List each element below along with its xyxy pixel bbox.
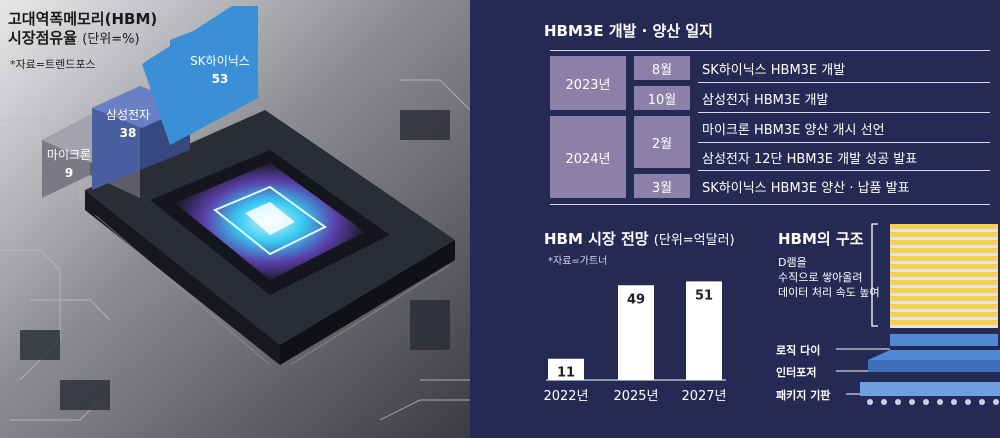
timeline-year-2024: 2024년 — [550, 116, 626, 198]
structure-desc-line3: 데이터 처리 속도 높여 — [778, 286, 880, 299]
dram-layer — [890, 320, 998, 325]
structure-desc-line1: D램을 — [778, 256, 807, 269]
dram-layer-separator — [890, 261, 998, 264]
forecast-bar-chart: 11 49 51 2022년 2025년 2027년 — [543, 281, 727, 404]
timeline-month-oct: 10월 — [634, 86, 690, 110]
timeline-month-feb: 2월 — [634, 116, 690, 168]
dram-layer — [890, 232, 998, 237]
timeline-event-1: SK하이닉스 HBM3E 개발 — [702, 63, 846, 78]
forecast-title-text: HBM 시장 전망 — [544, 230, 649, 248]
dram-layer-separator — [890, 229, 998, 232]
timeline-row-divider — [698, 142, 990, 143]
dram-layer-separator — [890, 237, 998, 240]
timeline-row-divider — [698, 82, 990, 83]
timeline-year-2023: 2023년 — [550, 56, 626, 110]
share-value-skhynix: 53 — [211, 72, 229, 86]
timeline-divider — [550, 204, 990, 205]
dram-stack — [890, 224, 998, 328]
dram-layer-separator — [890, 269, 998, 272]
forecast-ticks: 2022년 2025년 2027년 — [543, 389, 726, 404]
dram-layer — [890, 264, 998, 269]
forecast-tick-label-2: 2025년 — [613, 389, 658, 404]
market-share-title-line1: 고대역폭메모리(HBM) — [8, 10, 158, 28]
share-label-micron: 마이크론 9 — [44, 146, 94, 182]
dram-layer — [890, 256, 998, 261]
dram-bracket — [871, 223, 878, 327]
dram-layer-separator — [890, 325, 998, 328]
share-company-skhynix: SK하이닉스 — [190, 54, 250, 68]
dram-layer — [890, 224, 998, 229]
layer-leader-lines — [836, 348, 890, 395]
structure-desc-line2: 수직으로 쌓아올려 — [778, 271, 863, 284]
forecast-value-label-2: 49 — [627, 292, 645, 307]
layer-label-logic-die: 로직 다이 — [776, 344, 821, 357]
dram-layer — [890, 272, 998, 277]
share-company-samsung: 삼성전자 — [105, 108, 151, 122]
timeline-divider — [550, 50, 990, 51]
forecast-tick-label-3: 2027년 — [681, 389, 726, 404]
timeline-row-divider — [698, 112, 990, 113]
market-share-title: 고대역폭메모리(HBM) 시장점유율 (단위=%) — [8, 10, 157, 49]
timeline-title: HBM3E 개발 · 양산 일지 — [544, 22, 713, 40]
timeline-event-2: 삼성전자 HBM3E 개발 — [702, 93, 829, 108]
market-share-source: *자료=트렌드포스 — [10, 58, 96, 71]
dram-layer — [890, 240, 998, 245]
dram-layer — [890, 280, 998, 285]
timeline-event-5: SK하이닉스 HBM3E 양산 · 납품 발표 — [702, 181, 910, 196]
share-value-samsung: 38 — [119, 126, 137, 140]
structure-title: HBM의 구조 — [778, 230, 864, 248]
forecast-title: HBM 시장 전망 (단위=억달러) — [544, 228, 735, 249]
forecast-bar-2 — [618, 285, 654, 380]
timeline-event-3: 마이크론 HBM3E 양산 개시 선언 — [702, 123, 885, 138]
forecast-tick-label-1: 2022년 — [543, 389, 588, 404]
timeline-month-aug: 8월 — [634, 56, 690, 80]
forecast-bars: 11 49 51 — [548, 281, 722, 381]
share-company-micron: 마이크론 — [46, 148, 92, 162]
dram-layer-separator — [890, 317, 998, 320]
dram-layer-separator — [890, 309, 998, 312]
dram-layer — [890, 248, 998, 253]
forecast-value-label-1: 11 — [557, 366, 575, 381]
timeline-month-mar: 3월 — [634, 174, 690, 198]
market-share-subtitle: 시장점유율 — [8, 29, 78, 47]
info-panel: HBM3E 개발 · 양산 일지 2023년 2024년 8월 10월 2월 3… — [470, 0, 1000, 438]
dram-layer — [890, 296, 998, 301]
timeline-event-4: 삼성전자 12단 HBM3E 개발 성공 발표 — [702, 152, 918, 167]
forecast-bar-3 — [686, 281, 722, 380]
forecast-bar-1 — [548, 358, 584, 380]
market-share-title-line2: 시장점유율 (단위=%) — [8, 29, 157, 49]
structure-description: D램을 수직으로 쌓아올려 데이터 처리 속도 높여 — [778, 255, 880, 300]
chip-illustration — [0, 0, 471, 438]
forecast-source: *자료=가트너 — [548, 256, 608, 267]
share-value-micron: 9 — [64, 166, 74, 180]
chip-photo-panel: 고대역폭메모리(HBM) 시장점유율 (단위=%) *자료=트렌드포스 마이크론… — [0, 0, 471, 438]
dram-layer — [890, 304, 998, 309]
dram-layer — [890, 288, 998, 293]
market-share-unit: (단위=%) — [82, 32, 140, 47]
dram-layer-separator — [890, 277, 998, 280]
share-label-samsung: 삼성전자 38 — [98, 106, 158, 142]
share-label-skhynix: SK하이닉스 53 — [180, 52, 260, 88]
dram-layer-separator — [890, 253, 998, 256]
layer-label-package-substrate: 패키지 기판 — [776, 389, 831, 402]
forecast-value-label-3: 51 — [695, 288, 713, 303]
interposer-front — [868, 360, 1000, 372]
dram-layer-separator — [890, 293, 998, 296]
dram-layer-separator — [890, 245, 998, 248]
dram-layer-separator — [890, 285, 998, 288]
timeline-row-divider — [698, 170, 990, 171]
forecast-unit: (단위=억달러) — [653, 233, 735, 248]
solder-balls — [867, 399, 999, 405]
dram-layer-separator — [890, 301, 998, 304]
layer-label-interposer: 인터포저 — [776, 366, 817, 379]
dram-layer — [890, 312, 998, 317]
hbm-structure-diagram — [860, 223, 1000, 405]
logic-die-layer — [890, 334, 998, 346]
package-substrate-layer — [860, 382, 1000, 396]
